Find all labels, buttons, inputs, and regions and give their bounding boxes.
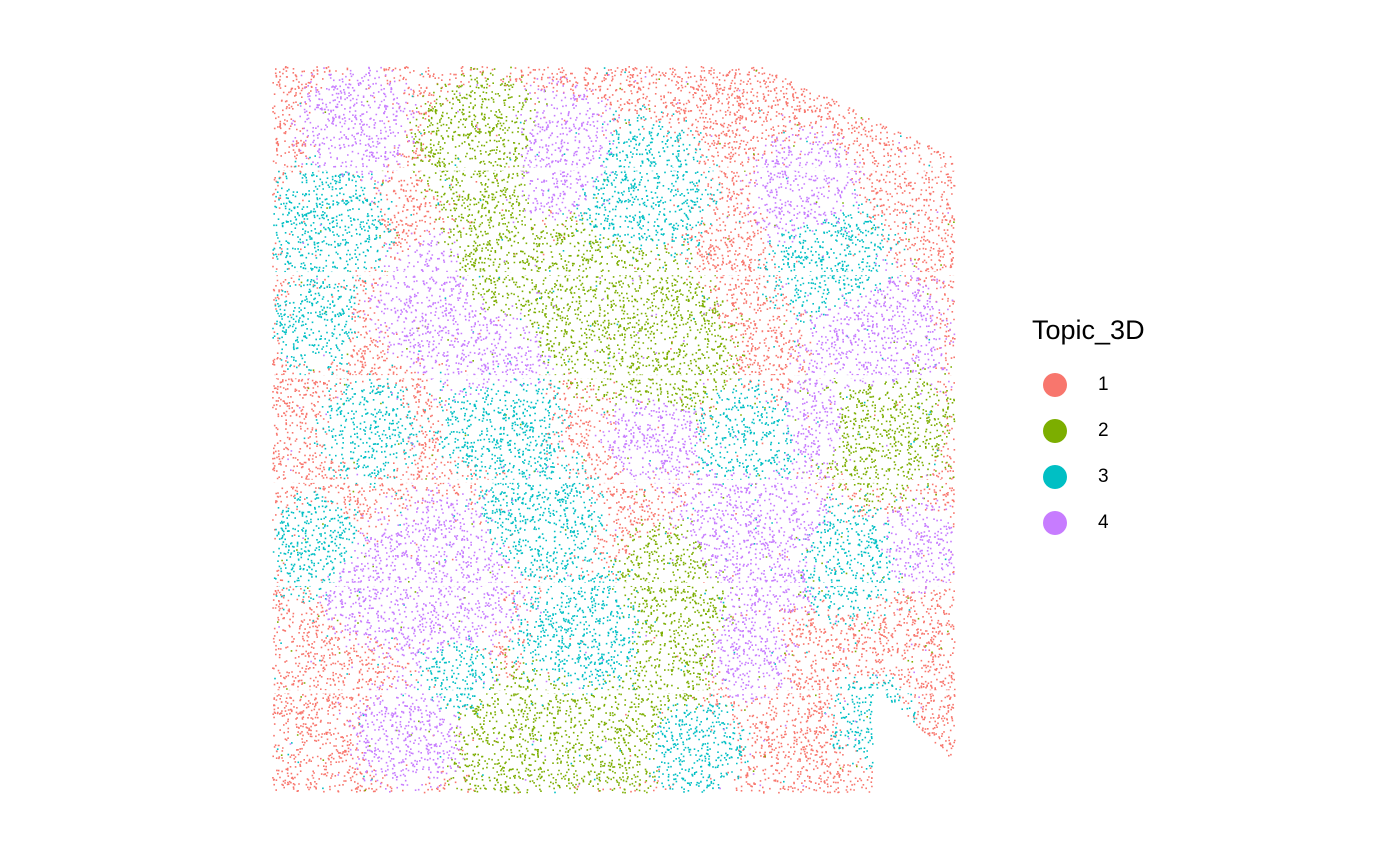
legend-key-1 (1043, 373, 1067, 397)
legend-key-3 (1043, 465, 1067, 489)
scan-gap-3 (270, 375, 956, 379)
legend-key-2 (1043, 419, 1067, 443)
scan-gap-1 (270, 167, 956, 171)
legend-label-4: 4 (1098, 512, 1109, 533)
data-points (272, 66, 956, 794)
legend-label-1: 1 (1098, 374, 1109, 395)
points-topic-1 (272, 66, 956, 794)
spatial-scatter-plot (270, 66, 956, 794)
points-topic-2 (277, 66, 956, 794)
points-topic-3 (272, 67, 947, 794)
legend: Topic_3D 1 2 3 4 (1032, 312, 1232, 546)
legend-key-4 (1043, 511, 1067, 535)
legend-label-2: 2 (1098, 420, 1109, 441)
legend-label-3: 3 (1098, 466, 1109, 487)
legend-item-4: 4 (1032, 500, 1232, 546)
scan-gap-6 (270, 690, 956, 694)
legend-title: Topic_3D (1032, 315, 1145, 345)
legend-item-1: 1 (1032, 362, 1232, 408)
legend-item-2: 2 (1032, 408, 1232, 454)
points-topic-4 (278, 66, 956, 793)
scan-gap-2 (270, 272, 956, 276)
legend-item-3: 3 (1032, 454, 1232, 500)
scan-gap-5 (270, 582, 956, 586)
scan-gap-4 (270, 479, 956, 483)
scan-gaps (270, 167, 956, 694)
